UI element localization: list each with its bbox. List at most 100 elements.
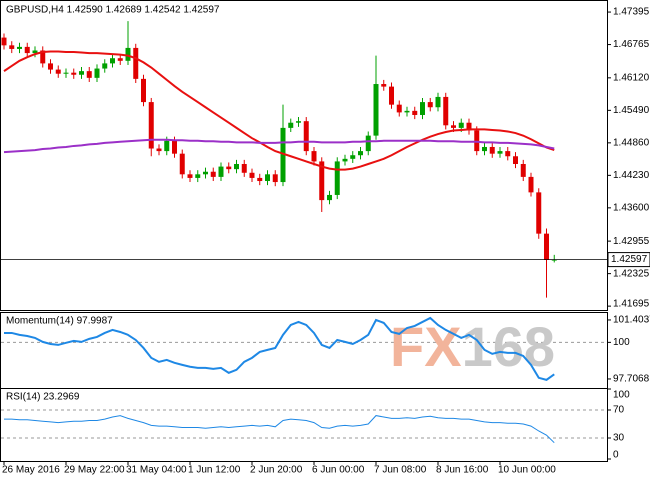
candle-body — [1, 37, 7, 46]
y-tick-label: 70 — [613, 405, 625, 416]
x-tick-label: 10 Jun 00:00 — [498, 465, 556, 476]
x-tick-label: 1 Jun 12:00 — [188, 465, 241, 476]
candle-body — [257, 177, 263, 182]
moving-average — [3, 50, 555, 171]
candle-body — [327, 194, 332, 201]
watermark-part: FX — [390, 315, 462, 378]
panel-frame — [0, 388, 608, 462]
candle-body — [458, 122, 464, 128]
y-tick-label: 1.44860 — [613, 137, 650, 148]
y-tick-label: 1.41695 — [613, 299, 650, 310]
candle-body — [133, 47, 139, 79]
candle-body — [420, 102, 425, 115]
candle-body — [520, 163, 526, 177]
candle-body — [125, 47, 131, 61]
candle-body — [148, 102, 154, 149]
x-tick-label: 29 May 22:00 — [64, 465, 125, 476]
candle-body — [79, 71, 84, 75]
indicator-line — [4, 415, 555, 444]
candle-body — [272, 174, 278, 183]
candle-body — [404, 110, 410, 113]
candle-body — [156, 148, 162, 152]
x-tick-label: 2 Jun 20:00 — [250, 465, 303, 476]
candle-body — [195, 174, 201, 178]
y-tick-label: 1.44230 — [613, 170, 650, 181]
candle-body — [536, 192, 542, 234]
moving-average — [3, 138, 555, 154]
x-tick-label: 8 Jun 16:00 — [436, 465, 489, 476]
candle-body — [9, 45, 15, 49]
candle-body — [474, 130, 480, 152]
candle-body — [303, 121, 309, 152]
candle-body — [164, 140, 170, 152]
candle-body — [102, 63, 108, 69]
candle-body — [141, 78, 146, 103]
price-label: 1.42597 — [611, 254, 648, 265]
candle-body — [226, 166, 232, 170]
candle-body — [187, 174, 193, 178]
candle-body — [86, 71, 92, 78]
candle-body — [296, 121, 301, 123]
price-label-box — [607, 252, 650, 268]
y-tick-label: 1.46120 — [613, 72, 650, 83]
candle-body — [311, 151, 317, 162]
candle-body — [489, 146, 495, 154]
candle-body — [427, 102, 433, 108]
candle-body — [381, 84, 387, 87]
candle-body — [117, 58, 123, 61]
y-tick-label: 1.42325 — [613, 268, 650, 279]
candle-body — [373, 84, 379, 136]
candle-body — [389, 86, 394, 105]
panel-frame — [0, 0, 608, 311]
candle-body — [319, 161, 325, 201]
candle-body — [513, 156, 518, 164]
y-tick-label: 30 — [613, 433, 625, 444]
y-tick-label: 1.43600 — [613, 202, 650, 213]
candle-body — [497, 151, 503, 154]
y-tick-label: 1.45490 — [613, 105, 650, 116]
y-tick-label: 1.47395 — [613, 7, 650, 18]
candle-body — [544, 233, 549, 260]
indicator-title: RSI(14) 23.2969 — [6, 392, 80, 403]
candle-body — [17, 46, 22, 49]
candle-body — [288, 122, 294, 128]
y-tick-label: 101.4037 — [613, 315, 650, 326]
candle-body — [482, 146, 487, 152]
candle-body — [218, 166, 224, 177]
candle-body — [63, 72, 69, 74]
candle-body — [435, 96, 441, 108]
candle-body — [451, 125, 456, 128]
x-tick-label: 31 May 04:00 — [126, 465, 187, 476]
candle-body — [40, 50, 46, 64]
x-tick-label: 26 May 2016 — [2, 465, 60, 476]
y-tick-label: 1.46765 — [613, 39, 650, 50]
indicator-title: Momentum(14) 97.9987 — [6, 316, 113, 327]
candle-body — [396, 104, 402, 113]
candle-body — [94, 68, 100, 78]
candle-body — [234, 163, 239, 170]
candle-body — [350, 155, 356, 159]
y-tick-label: 100 — [613, 337, 630, 348]
candle-body — [358, 151, 363, 156]
candle-body — [412, 110, 418, 115]
candle-body — [172, 140, 177, 154]
candle-body — [32, 50, 38, 54]
watermark: FX168 — [390, 315, 555, 378]
y-tick-label: 1.42955 — [613, 236, 650, 247]
candle-body — [551, 259, 557, 261]
watermark-part: 168 — [462, 315, 555, 378]
candle-body — [110, 58, 115, 64]
candle-body — [71, 72, 77, 75]
candle-body — [48, 63, 53, 70]
x-tick-label: 7 Jun 08:00 — [374, 465, 427, 476]
candle-body — [55, 69, 61, 74]
x-tick-label: 6 Jun 00:00 — [312, 465, 365, 476]
candle-body — [179, 153, 185, 175]
candle-body — [249, 172, 255, 178]
y-tick-label: 100 — [613, 390, 630, 401]
indicator-line — [4, 316, 555, 381]
candle-body — [443, 96, 449, 126]
chart-title: GBPUSD,H4 1.42590 1.42689 1.42542 1.4259… — [6, 5, 220, 16]
